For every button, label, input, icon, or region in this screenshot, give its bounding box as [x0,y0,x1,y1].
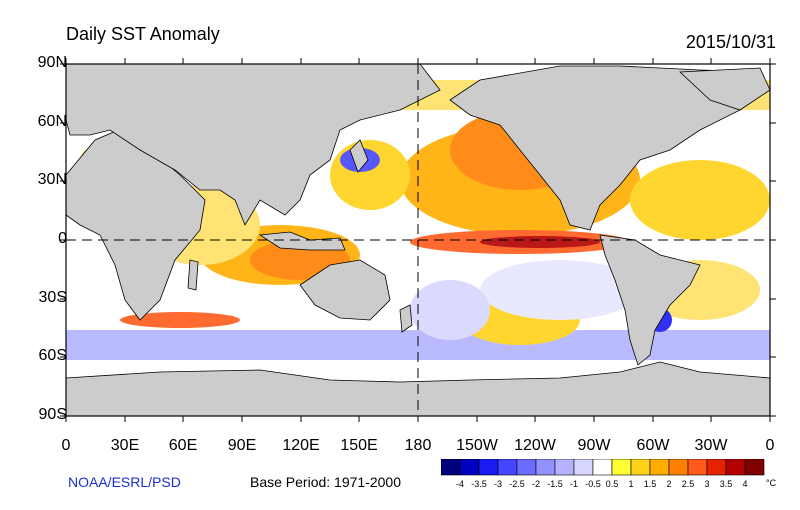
colorbar-swatch [441,459,461,476]
colorbar-label: 1.5 [643,479,657,489]
map-date: 2015/10/31 [685,32,776,52]
lat-label-90n: 90N [37,54,67,71]
colorbar-label: -1 [569,479,579,489]
land-masses [65,63,771,417]
australia-landmass [299,259,391,321]
colorbar-swatch [497,459,518,476]
colorbar-label: 3.5 [719,479,733,489]
lat-label-60s: 60S [38,347,67,364]
colorbar-swatch [554,459,575,476]
lon-label-0-east: 0 [765,437,775,454]
lon-label-90e: 90E [227,437,257,454]
lon-label-30w: 30W [694,437,728,454]
south-america-landmass [599,234,701,366]
lon-label-60w: 60W [636,437,670,454]
lon-label-150w: 150W [456,437,498,454]
colorbar-swatch [687,459,708,476]
colorbar-swatch [611,459,632,476]
axis-ticks [60,58,776,422]
lat-label-90s: 90S [38,406,67,423]
north-america-landmass [449,65,761,231]
colorbar-swatch [592,459,613,476]
colorbar-label: -3 [493,479,503,489]
colorbar-label: 0.5 [605,479,619,489]
lat-label-60n: 60N [37,113,67,130]
lon-label-60e: 60E [168,437,198,454]
greenland-landmass [679,67,771,111]
colorbar-swatch [459,459,480,476]
lon-label-30e: 30E [110,437,140,454]
map-title: Daily SST Anomaly [66,24,220,44]
lon-label-180: 180 [404,437,432,454]
colorbar-swatch [706,459,727,476]
colorbar-swatch [535,459,556,476]
colorbar-swatch [478,459,499,476]
colorbar-label: 2 [666,479,672,489]
madagascar-landmass [187,259,199,291]
lon-label-120w: 120W [514,437,556,454]
colorbar-swatch [668,459,689,476]
lon-label-120e: 120E [282,437,320,454]
colorbar-label: -3.5 [471,479,487,489]
colorbar-label: 3 [704,479,710,489]
japan-landmass [349,139,369,173]
colorbar-label: -4 [455,479,465,489]
colorbar-swatch [630,459,651,476]
colorbar-label: 1 [628,479,634,489]
colorbar-label: 4 [742,479,748,489]
new-zealand-landmass [399,304,413,333]
lat-label-30s: 30S [38,289,67,306]
colorbar-label: -2 [531,479,541,489]
lon-label-90w: 90W [577,437,611,454]
colorbar-swatch [573,459,594,476]
lon-label-0: 0 [61,437,71,454]
lon-label-150e: 150E [340,437,378,454]
eurasia-landmass [65,63,441,226]
colorbar-swatch [649,459,670,476]
colorbar-label: 2.5 [681,479,695,489]
colorbar [441,459,765,476]
colorbar-swatch [744,459,765,476]
credit-text: NOAA/ESRL/PSD [68,474,181,490]
lat-label-equator: 0 [58,230,67,247]
colorbar-unit: °C [766,478,777,488]
colorbar-label: -0.5 [585,479,601,489]
lat-label-30n: 30N [37,171,67,188]
colorbar-swatch [725,459,746,476]
base-period-text: Base Period: 1971-2000 [250,474,401,490]
colorbar-label: -2.5 [509,479,525,489]
indonesia-landmass [258,231,346,251]
colorbar-swatch [516,459,537,476]
colorbar-label: -1.5 [547,479,563,489]
